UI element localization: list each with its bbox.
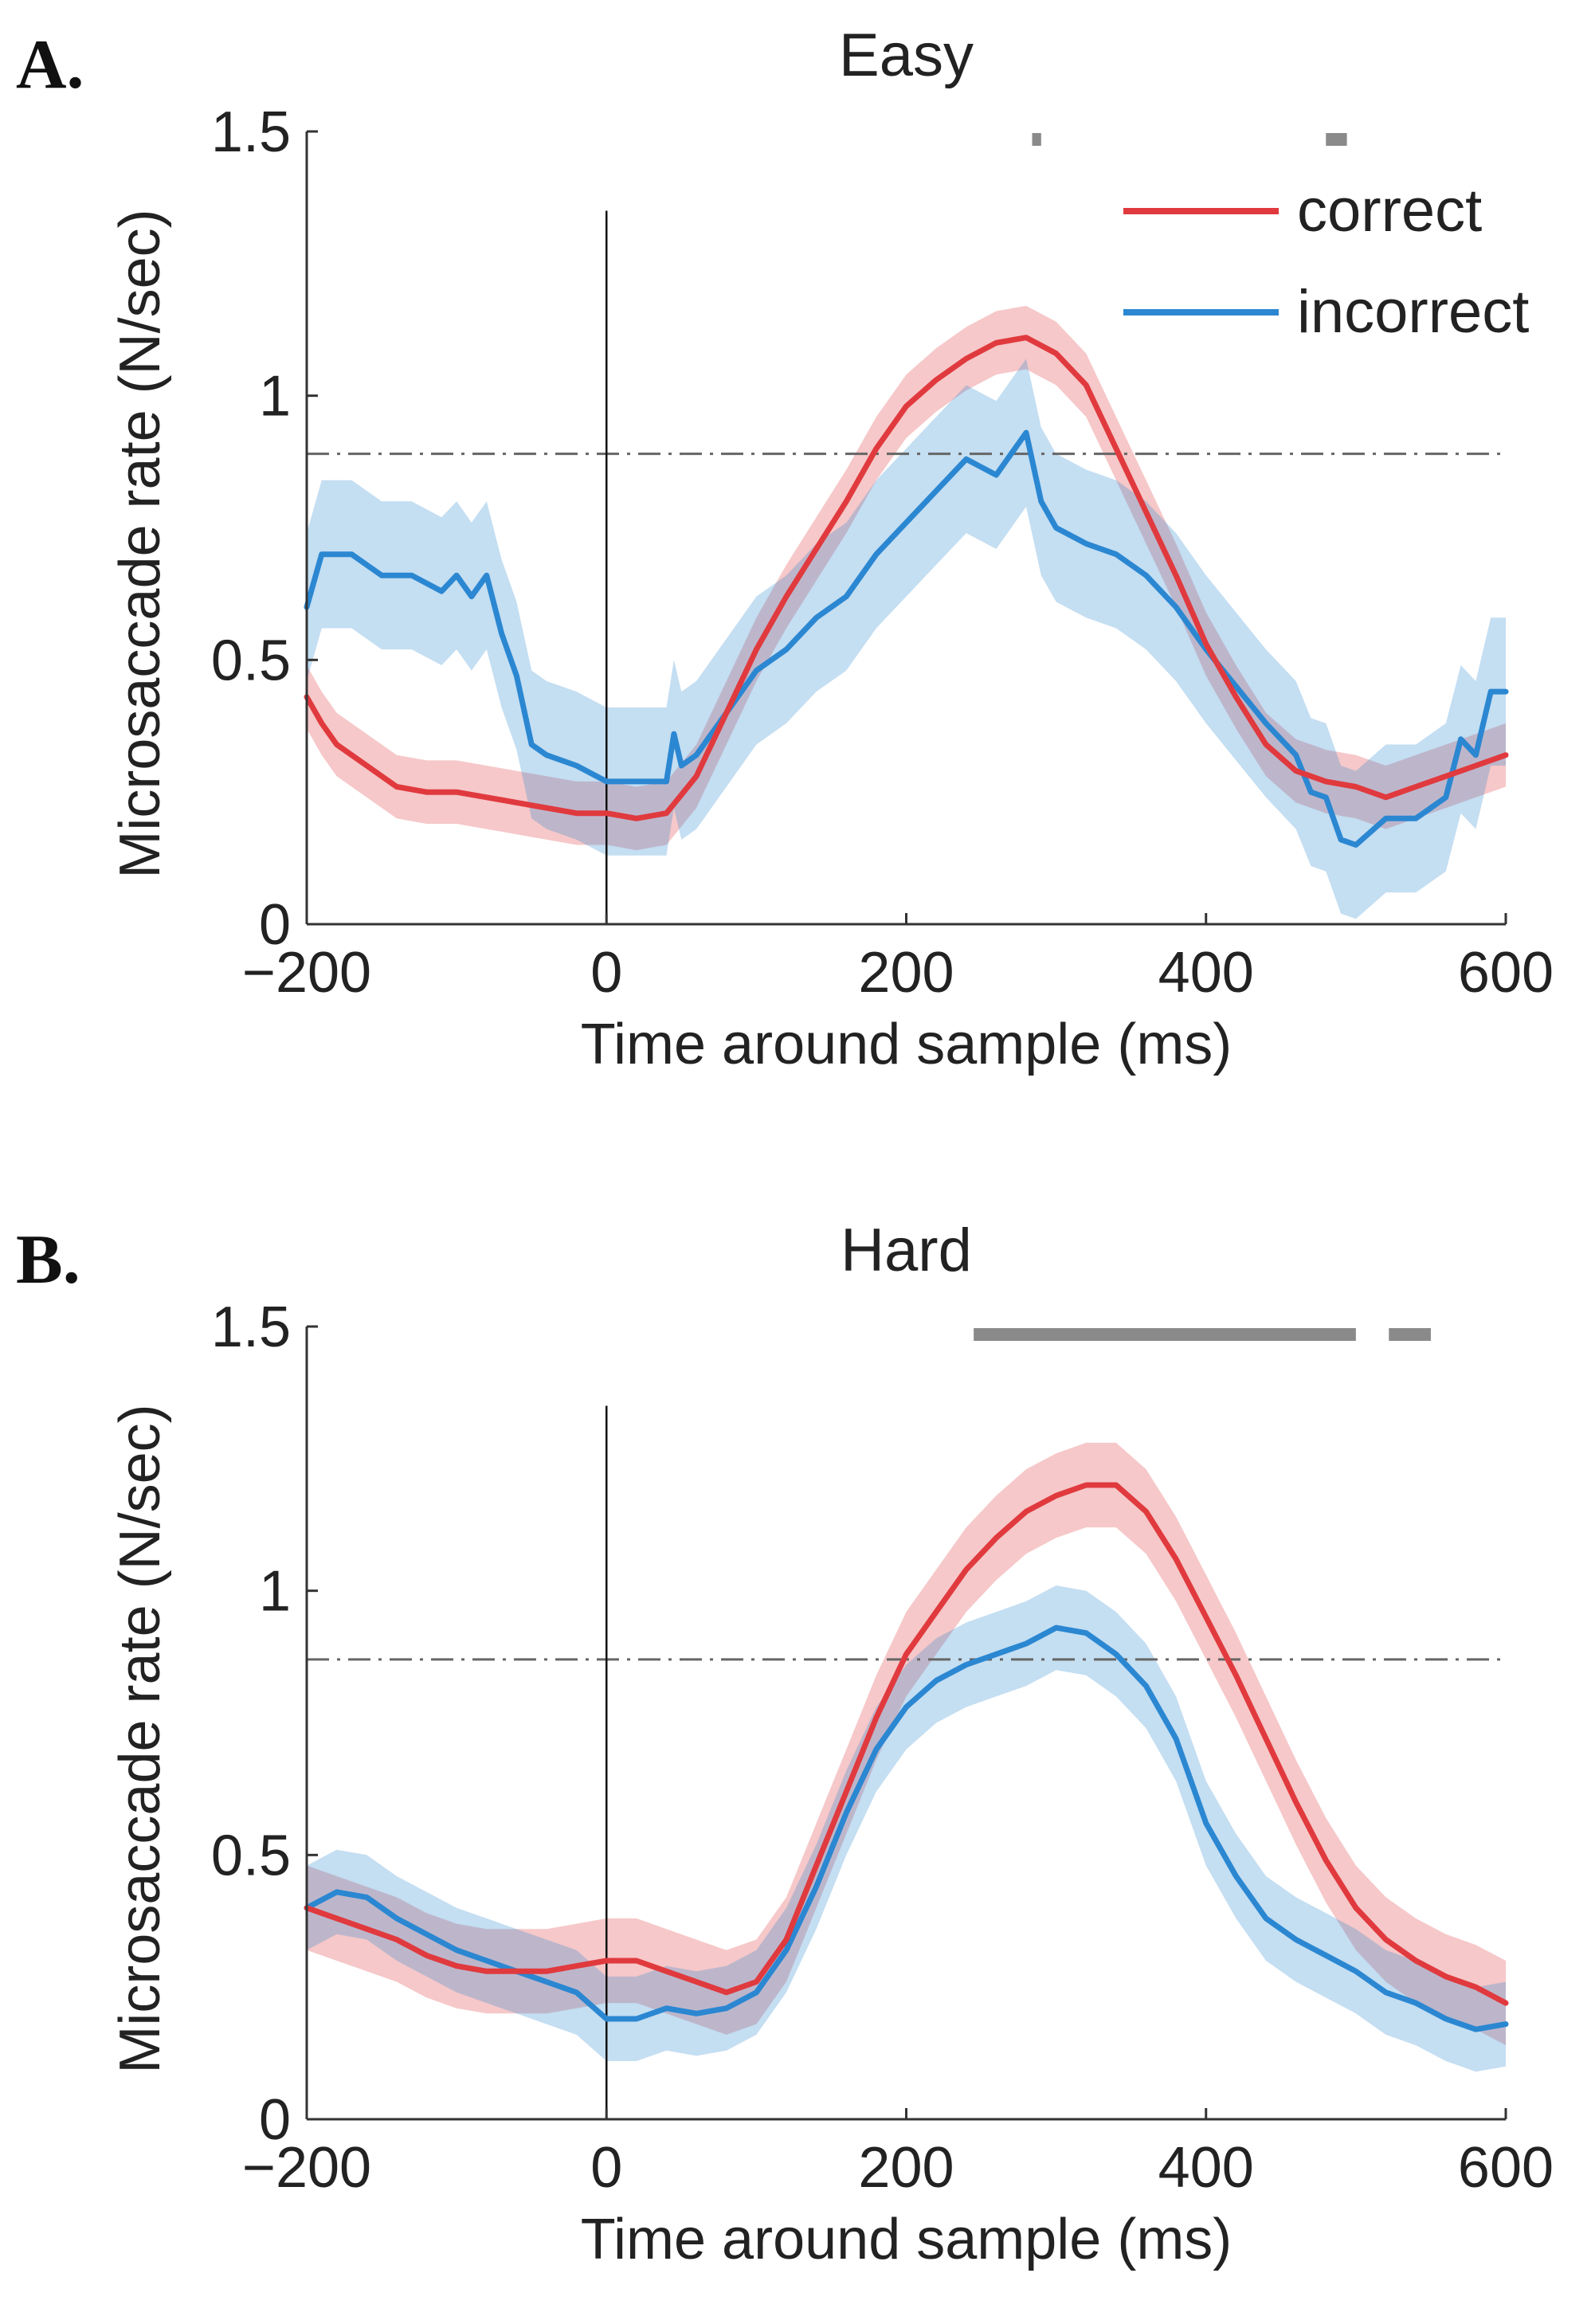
x-tick-label: 400 [1158, 941, 1254, 1005]
y-tick-label: 0.5 [211, 1824, 291, 1887]
series-incorrect-line [304, 1624, 1509, 2032]
y-tick-label: 1 [259, 1560, 291, 1624]
series-correct-line [304, 335, 1509, 821]
y-tick-label: 0 [259, 2088, 291, 2152]
x-tick-label: 0 [590, 941, 622, 1005]
x-tick-label: 400 [1158, 2136, 1254, 2200]
significance-bar [974, 1328, 1356, 1341]
legend-label-incorrect: incorrect [1297, 278, 1529, 346]
series-correct-line [304, 1482, 1509, 2006]
x-tick-label: 600 [1458, 941, 1554, 1005]
x-tick-label: −200 [242, 2136, 371, 2200]
x-axis-label: Time around sample (ms) [581, 1013, 1232, 1076]
y-tick-label: 1 [259, 365, 291, 429]
chart-title: Hard [841, 1217, 972, 1284]
x-tick-label: 200 [858, 2136, 954, 2200]
x-tick-label: 200 [858, 941, 954, 1005]
series-incorrect-band [307, 1585, 1506, 2072]
series-correct-band [307, 1442, 1506, 2046]
panel-letter: B. [16, 1221, 80, 1299]
y-tick-label: 1.5 [211, 1295, 291, 1359]
x-tick-label: −200 [242, 941, 371, 1005]
significance-bar [1032, 133, 1041, 146]
series-incorrect-band [307, 359, 1506, 919]
y-tick-label: 1.5 [211, 100, 291, 164]
x-tick-label: 0 [590, 2136, 622, 2200]
y-tick-label: 0.5 [211, 629, 291, 692]
y-tick-label: 0 [259, 893, 291, 957]
panel-letter: A. [16, 26, 84, 104]
chart-title: Easy [839, 22, 974, 89]
series-incorrect-line [304, 429, 1509, 848]
y-axis-label: Microsaccade rate (N/sec) [108, 209, 172, 878]
x-tick-label: 600 [1458, 2136, 1554, 2200]
x-axis-label: Time around sample (ms) [581, 2208, 1232, 2271]
legend-label-correct: correct [1297, 177, 1482, 245]
y-axis-label: Microsaccade rate (N/sec) [108, 1404, 172, 2073]
significance-bar [1326, 133, 1347, 146]
significance-bar [1389, 1328, 1431, 1341]
